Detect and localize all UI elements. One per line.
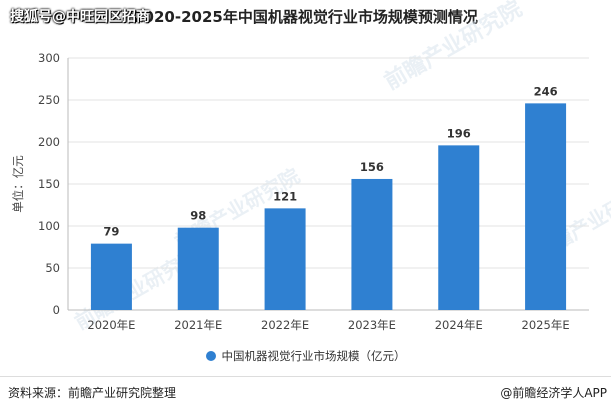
x-tick-label: 2025年E [522,318,570,332]
bar-data-label: 98 [190,209,206,223]
y-tick-label: 100 [38,219,60,233]
y-tick-label: 150 [38,177,60,191]
source-note: 资料来源：前瞻产业研究院整理 [8,386,177,400]
platform-watermark-text: 搜狐号@中旺园区招商 [10,9,150,25]
legend: 中国机器视觉行业市场规模（亿元） [0,348,611,364]
bar [438,145,480,310]
x-tick-label: 2021年E [174,318,222,332]
y-tick-label: 300 [38,51,60,65]
bar-data-label: 246 [534,84,558,98]
legend-label: 中国机器视觉行业市场规模（亿元） [221,349,406,363]
y-tick-label: 250 [38,93,60,107]
watermark-text: 前瞻产业研究院 [380,0,526,95]
bar-data-label: 79 [103,225,119,239]
bar [351,178,393,310]
bar-data-label: 156 [360,160,384,174]
legend-swatch [205,351,216,361]
credit-note: @前瞻经济学人APP [500,386,607,400]
y-tick-label: 0 [53,303,60,317]
y-tick-label: 200 [38,135,60,149]
x-tick-label: 2020年E [87,318,135,332]
chart-title: 2020-2025年中国机器视觉行业市场规模预测情况 [133,8,478,26]
x-tick-label: 2024年E [435,318,483,332]
x-tick-label: 2023年E [348,318,396,332]
bar [525,103,567,310]
data-labels: 79 98 121 156 196 246 [103,84,557,238]
bar [264,208,306,310]
bar-data-label: 121 [273,189,297,203]
x-tick-label: 2022年E [261,318,309,332]
y-axis-label: 单位：亿元 [11,155,25,213]
bar [177,227,219,310]
axes: 0 50 100 150 200 250 300 单位：亿元 2020年E 2021年E 2022年… [11,51,589,332]
footer-divider [0,376,611,377]
y-tick-label: 50 [45,261,60,275]
bar [90,243,132,310]
bars [90,103,567,310]
bar-data-label: 196 [447,126,471,140]
gridlines [68,57,589,269]
